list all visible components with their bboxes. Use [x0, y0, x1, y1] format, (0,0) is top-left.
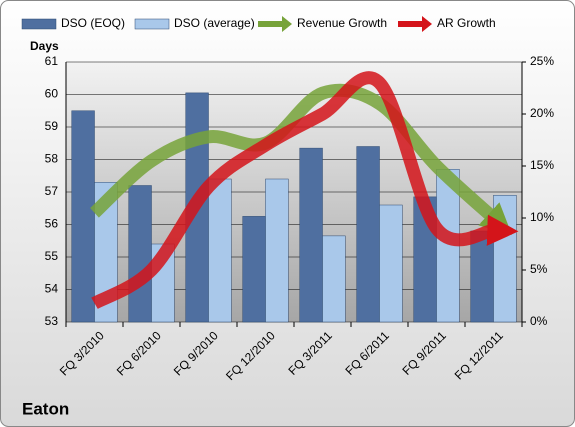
legend-label: Revenue Growth: [297, 16, 387, 30]
y-tick-label: 57: [45, 184, 59, 198]
y-tick-label: 60: [45, 87, 59, 101]
bar: [379, 204, 403, 323]
bar: [470, 230, 494, 323]
legend-swatch: [21, 18, 57, 30]
y2-tick-label: 20%: [530, 106, 554, 120]
growth-line: [90, 83, 512, 235]
y-tick-label: 53: [45, 314, 59, 328]
y2-tick-label: 15%: [530, 158, 554, 172]
legend-label: DSO (average): [174, 16, 255, 30]
y-tick-label: 55: [45, 249, 59, 263]
bar: [493, 195, 517, 323]
y2-tick-label: 0%: [530, 314, 548, 328]
bar: [299, 147, 323, 323]
legend-swatch: [258, 16, 292, 32]
y2-tick-label: 5%: [530, 262, 548, 276]
bar: [71, 110, 95, 323]
legend-swatch: [398, 16, 432, 32]
y-tick-label: 59: [45, 119, 59, 133]
y-tick-label: 56: [45, 217, 59, 231]
bar: [128, 185, 152, 323]
chart-title: Eaton: [22, 399, 69, 418]
bar: [322, 235, 346, 323]
bar: [356, 146, 380, 323]
bar: [208, 178, 232, 323]
y-tick-label: 58: [45, 152, 59, 166]
y-tick-label: 54: [45, 282, 59, 296]
y-axis-label: Days: [30, 39, 59, 53]
y-tick-label: 61: [45, 54, 59, 68]
y2-tick-label: 25%: [530, 54, 554, 68]
bar: [94, 182, 118, 323]
bar: [265, 178, 289, 323]
legend-label: DSO (EOQ): [61, 16, 125, 30]
legend-label: AR Growth: [437, 16, 496, 30]
y2-tick-label: 10%: [530, 210, 554, 224]
legend-swatch: [134, 18, 170, 30]
bar: [242, 216, 266, 323]
growth-line: [91, 71, 519, 310]
